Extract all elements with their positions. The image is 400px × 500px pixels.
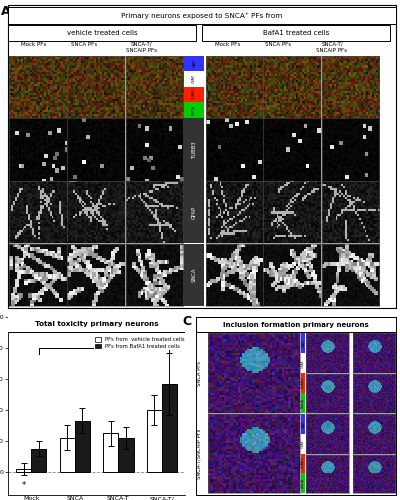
- Bar: [184, 182, 204, 244]
- Text: vehicle treated cells: vehicle treated cells: [66, 30, 137, 36]
- Text: Total toxicity primary neurons: Total toxicity primary neurons: [35, 322, 158, 328]
- Text: SNCA-T/SNCAIP PFs: SNCA-T/SNCAIP PFs: [197, 428, 202, 479]
- Text: SNCA-T/
SNCAIP PFs: SNCA-T/ SNCAIP PFs: [316, 42, 348, 52]
- Text: TUBB3: TUBB3: [301, 378, 305, 389]
- Bar: [301, 454, 305, 473]
- Text: GFAP: GFAP: [301, 359, 305, 368]
- Bar: [118, 438, 134, 472]
- Bar: [301, 434, 305, 454]
- Text: SNCA PFs: SNCA PFs: [264, 42, 291, 47]
- Bar: [8, 8, 396, 24]
- Text: SNCA PFs: SNCA PFs: [70, 42, 97, 47]
- Text: Mock PFs: Mock PFs: [215, 42, 241, 47]
- Text: SNCA: SNCA: [192, 268, 197, 282]
- Bar: [184, 86, 204, 102]
- Text: SNCA: SNCA: [192, 105, 196, 115]
- Text: SNCA-T/
SNCAIP PFs: SNCA-T/ SNCAIP PFs: [126, 42, 157, 52]
- Text: Inclusion formation primary neurons: Inclusion formation primary neurons: [223, 322, 369, 328]
- Bar: [184, 118, 204, 180]
- Text: Mock PFs: Mock PFs: [21, 42, 47, 47]
- Text: DAPI: DAPI: [301, 420, 305, 428]
- Bar: [184, 244, 204, 306]
- Bar: [31, 448, 46, 472]
- Bar: [301, 414, 305, 434]
- Text: Primary neurons exposed to SNCA⁺ PFs from: Primary neurons exposed to SNCA⁺ PFs fro…: [121, 12, 283, 19]
- Bar: [8, 25, 196, 40]
- Text: *: *: [22, 481, 26, 490]
- Bar: [301, 334, 305, 353]
- Text: GFAP: GFAP: [192, 74, 196, 83]
- Bar: [301, 474, 305, 493]
- Bar: [184, 102, 204, 118]
- Text: SNCA PFs: SNCA PFs: [197, 360, 202, 386]
- Bar: [16, 468, 31, 472]
- Text: DAPI: DAPI: [192, 59, 196, 68]
- Text: BafA1 treated cells: BafA1 treated cells: [263, 30, 329, 36]
- Bar: [301, 353, 305, 373]
- Bar: [184, 56, 204, 71]
- Text: GFAP: GFAP: [301, 440, 305, 448]
- Text: TUBB3: TUBB3: [301, 458, 305, 469]
- Bar: [60, 438, 75, 472]
- Legend: PFs from  vehicle treated cells, PFs from BafA1 treated cells: PFs from vehicle treated cells, PFs from…: [94, 336, 186, 350]
- Text: TUBB3: TUBB3: [192, 88, 196, 100]
- Bar: [196, 318, 396, 332]
- Text: GFAP: GFAP: [192, 206, 197, 219]
- Bar: [301, 373, 305, 393]
- Text: DAPI: DAPI: [301, 339, 305, 347]
- Bar: [75, 421, 90, 472]
- Bar: [146, 410, 162, 472]
- Bar: [184, 71, 204, 86]
- Bar: [6, 316, 185, 332]
- Bar: [202, 25, 390, 40]
- Text: SNCA: SNCA: [301, 398, 305, 408]
- Bar: [103, 433, 118, 472]
- Text: TUBB3: TUBB3: [192, 140, 197, 158]
- Text: A: A: [1, 5, 11, 18]
- Bar: [301, 393, 305, 413]
- Bar: [162, 384, 177, 472]
- Text: SNCA: SNCA: [301, 478, 305, 488]
- Text: C: C: [182, 316, 192, 328]
